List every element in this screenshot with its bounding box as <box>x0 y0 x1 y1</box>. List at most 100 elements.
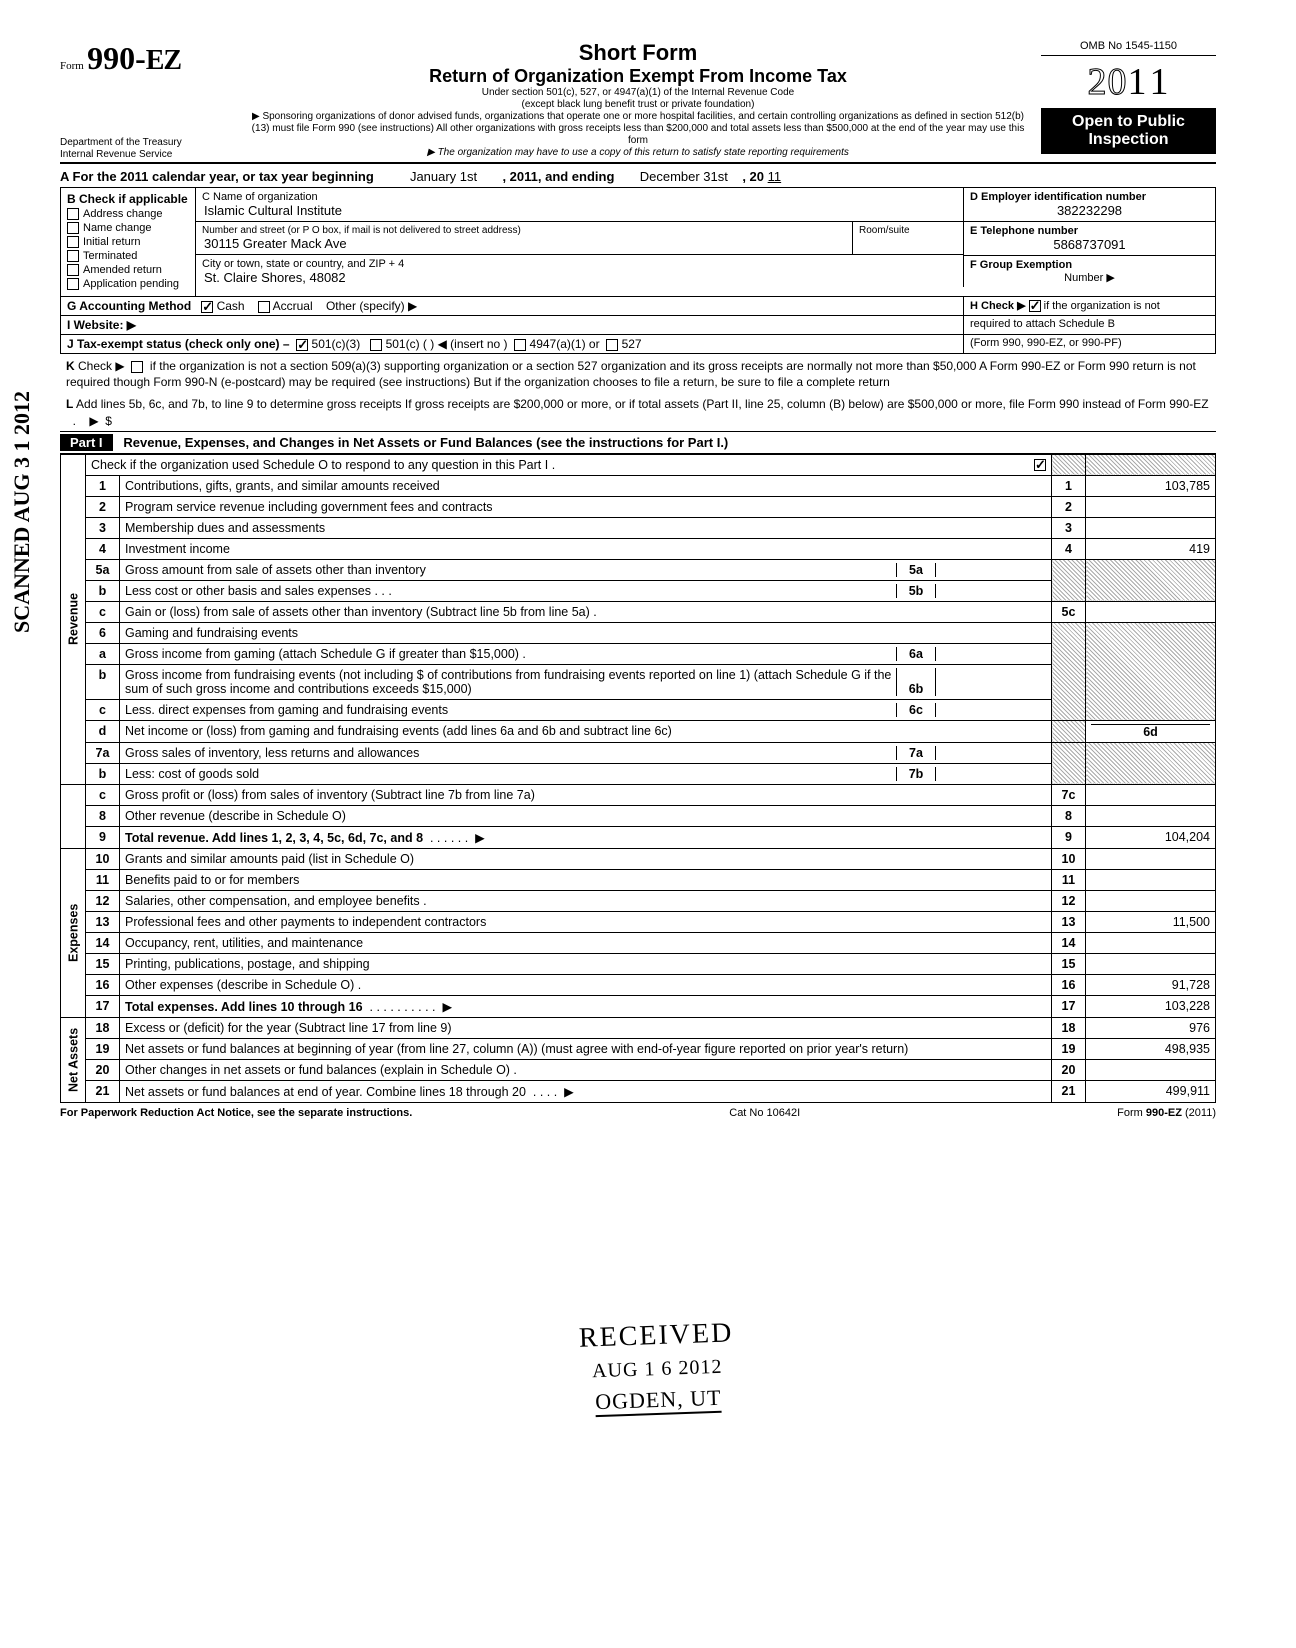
v-1: 103,785 <box>1086 475 1216 496</box>
h-label: H Check ▶ <box>970 300 1026 312</box>
stamp-date: AUG 1 6 2012 <box>580 1355 735 1383</box>
j-left: J Tax-exempt status (check only one) – 5… <box>61 335 963 353</box>
room-cell: Room/suite <box>853 222 963 254</box>
checkbox-icon[interactable] <box>67 264 79 276</box>
checkbox-icon[interactable] <box>67 222 79 234</box>
g-label: G Accounting Method <box>67 299 191 313</box>
ip-5a: Gross amount from sale of assets other t… <box>125 563 896 577</box>
phone-value: 5868737091 <box>970 237 1209 252</box>
h-text4: (Form 990, 990-EZ, or 990-PF) <box>963 335 1215 353</box>
row-a-suffix: , 20 <box>742 169 764 184</box>
checkbox-icon[interactable] <box>67 250 79 262</box>
org-name-value: Islamic Cultural Institute <box>202 203 342 218</box>
form-990: 990- <box>87 40 146 76</box>
d-3: Membership dues and assessments <box>120 517 1052 538</box>
ip-6a: Gross income from gaming (attach Schedul… <box>125 647 896 661</box>
d-5a: Gross amount from sale of assets other t… <box>120 559 1052 580</box>
chk-terminated[interactable]: Terminated <box>67 250 189 262</box>
group-label2: Number ▶ <box>970 271 1209 284</box>
d-21: Net assets or fund balances at end of ye… <box>120 1080 1052 1102</box>
ln-3: 3 <box>86 517 120 538</box>
bn-5a: 5a <box>896 563 936 577</box>
bx-21: 21 <box>1052 1080 1086 1102</box>
street-label: Number and street (or P O box, if mail i… <box>202 225 846 236</box>
ein-value: 382232298 <box>970 203 1209 218</box>
ln-1: 1 <box>86 475 120 496</box>
ip-6c: Less. direct expenses from gaming and fu… <box>125 703 896 717</box>
bx-10: 10 <box>1052 848 1086 869</box>
chk-name-change[interactable]: Name change <box>67 222 189 234</box>
d-14: Occupancy, rent, utilities, and maintena… <box>120 932 1052 953</box>
row-g-accounting: G Accounting Method Cash Accrual Other (… <box>60 297 1216 316</box>
part-i-title: Revenue, Expenses, and Changes in Net As… <box>123 435 728 450</box>
chk-label: Initial return <box>83 236 140 248</box>
chk-label: Terminated <box>83 250 137 262</box>
chk-527[interactable] <box>606 339 618 351</box>
j-label: J Tax-exempt status (check only one) – <box>67 337 290 351</box>
ln-20: 20 <box>86 1059 120 1080</box>
ln-4: 4 <box>86 538 120 559</box>
footer-left: For Paperwork Reduction Act Notice, see … <box>60 1107 412 1119</box>
bx-15: 15 <box>1052 953 1086 974</box>
checkbox-icon[interactable] <box>67 236 79 248</box>
chk-501c[interactable] <box>370 339 382 351</box>
chk-label: Application pending <box>83 278 179 290</box>
d-7b: Less: cost of goods sold7b <box>120 763 1052 784</box>
d-5b: Less cost or other basis and sales expen… <box>120 580 1052 601</box>
street-row: Number and street (or P O box, if mail i… <box>196 222 963 255</box>
checkbox-icon[interactable] <box>67 208 79 220</box>
stamp-location: OGDEN, UT <box>595 1385 722 1417</box>
chk-application-pending[interactable]: Application pending <box>67 278 189 290</box>
checkbox-icon[interactable] <box>67 278 79 290</box>
part-i-header: Part I Revenue, Expenses, and Changes in… <box>60 431 1216 454</box>
chk-501c3[interactable] <box>296 339 308 351</box>
v-13: 11,500 <box>1086 911 1216 932</box>
bx-9: 9 <box>1052 826 1086 848</box>
bx-13: 13 <box>1052 911 1086 932</box>
chk-cash[interactable] <box>201 301 213 313</box>
sub3: ▶ Sponsoring organizations of donor advi… <box>247 111 1029 147</box>
d-9: Total revenue. Add lines 1, 2, 3, 4, 5c,… <box>120 826 1052 848</box>
row-a-end: December 31st <box>640 169 728 184</box>
c3-label: 501(c)(3) <box>312 337 361 351</box>
chk-k[interactable] <box>131 361 143 373</box>
bx-16: 16 <box>1052 974 1086 995</box>
d-15: Printing, publications, postage, and shi… <box>120 953 1052 974</box>
chk-part-i-schO[interactable] <box>1034 459 1046 471</box>
v-16: 91,728 <box>1086 974 1216 995</box>
h-text3: required to attach Schedule B <box>963 316 1215 334</box>
d-16: Other expenses (describe in Schedule O) … <box>120 974 1052 995</box>
v-17: 103,228 <box>1086 995 1216 1017</box>
ip-6b: Gross income from fundraising events (no… <box>125 668 896 696</box>
chk-amended[interactable]: Amended return <box>67 264 189 276</box>
ein-label: D Employer identification number <box>970 191 1146 203</box>
org-name-label: C Name of organization <box>202 191 957 203</box>
form-ez: EZ <box>146 45 181 76</box>
chk-address-change[interactable]: Address change <box>67 208 189 220</box>
part-i-check: Check if the organization used Schedule … <box>91 458 555 472</box>
chk-h[interactable] <box>1029 300 1041 312</box>
identity-grid: B Check if applicable Address change Nam… <box>60 187 1216 297</box>
d-6: Gaming and fundraising events <box>120 622 1052 643</box>
footer-mid: Cat No 10642I <box>729 1107 800 1119</box>
ln-6c: c <box>86 699 120 720</box>
d21-text: Net assets or fund balances at end of ye… <box>125 1085 526 1099</box>
bn-6a: 6a <box>896 647 936 661</box>
ln-9: 9 <box>86 826 120 848</box>
bx-11: 11 <box>1052 869 1086 890</box>
chk-initial-return[interactable]: Initial return <box>67 236 189 248</box>
d-8: Other revenue (describe in Schedule O) <box>120 805 1052 826</box>
chk-accrual[interactable] <box>258 301 270 313</box>
k-text: if the organization is not a section 509… <box>66 359 1196 389</box>
col-b: B Check if applicable Address change Nam… <box>61 188 196 296</box>
chk-4947[interactable] <box>514 339 526 351</box>
ln-6: 6 <box>86 622 120 643</box>
row-j-tax-status: J Tax-exempt status (check only one) – 5… <box>60 335 1216 354</box>
v-4: 419 <box>1086 538 1216 559</box>
header-center: Short Form Return of Organization Exempt… <box>247 40 1029 160</box>
bx-6d: 6d <box>1091 724 1210 739</box>
group-cell: F Group Exemption Number ▶ <box>963 256 1215 287</box>
l-text: Add lines 5b, 6c, and 7b, to line 9 to d… <box>76 397 1209 411</box>
department: Department of the Treasury Internal Reve… <box>60 137 235 160</box>
ln-14: 14 <box>86 932 120 953</box>
